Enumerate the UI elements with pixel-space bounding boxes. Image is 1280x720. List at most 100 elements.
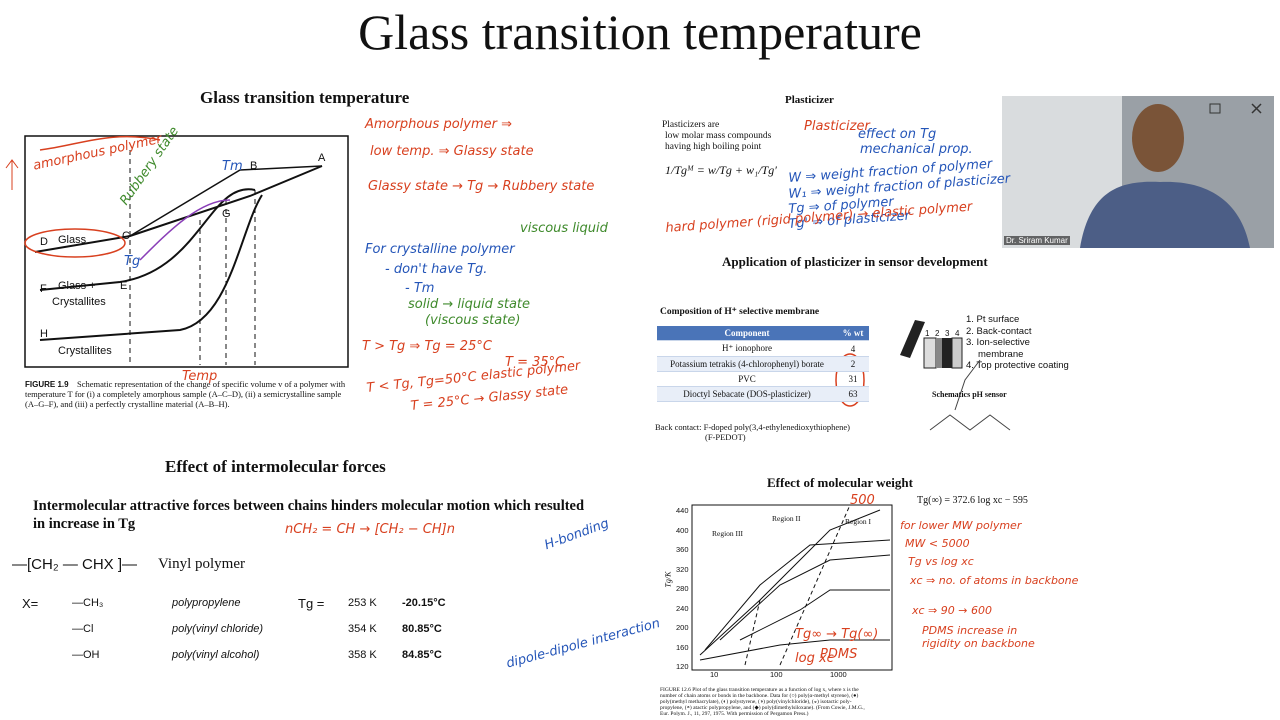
- cell: 4: [837, 340, 869, 357]
- panel-heading: Effect of intermolecular forces: [165, 457, 386, 476]
- handwritten-note: Amorphous polymer ⇒: [365, 117, 512, 132]
- cell: Dioctyl Sebacate (DOS-plasticizer): [657, 386, 837, 402]
- y-tick-label: 320: [676, 564, 689, 574]
- handwritten-note: low temp. ⇒ Glassy state: [370, 144, 534, 159]
- figure-label: H: [40, 328, 48, 340]
- electrode: [900, 320, 925, 358]
- header-row: Component% wt: [657, 326, 869, 341]
- series-line: [699, 509, 881, 656]
- figure-label: Crystallites: [52, 296, 106, 308]
- region-label: Region III: [712, 529, 744, 538]
- handwritten-note: Plasticizer: [804, 119, 870, 134]
- curve: [39, 194, 263, 341]
- molecule: [929, 359, 1011, 431]
- restore-button[interactable]: [1209, 103, 1221, 114]
- presenter-head: [1132, 104, 1184, 172]
- caption: Schematic representation of the change o…: [25, 379, 346, 409]
- figure-label: A: [318, 152, 326, 164]
- layer-number: 2: [935, 329, 940, 338]
- row: Dioctyl Sebacate (DOS-plasticizer) 63: [657, 386, 869, 402]
- y-tick-label: 240: [676, 603, 689, 613]
- y-tick-label: 120: [676, 662, 689, 671]
- panel-heading: Plasticizer: [785, 94, 834, 106]
- body-text: Intermolecular attractive forces between…: [33, 498, 585, 533]
- region-divider: [744, 504, 851, 666]
- layer-item: 2. Back-contact: [966, 325, 1032, 337]
- layer: [942, 338, 952, 368]
- group: —OH: [72, 649, 100, 661]
- handwritten-note: Tg∞ → Tg(∞): [795, 627, 879, 642]
- y-tick-label: 360: [676, 545, 689, 554]
- presenter-name: Dr. Sriram Kumar: [1004, 236, 1070, 246]
- bullet: having high boiling point: [665, 142, 762, 152]
- layer-item: membrane: [978, 348, 1024, 360]
- x-tick-label: 100: [770, 670, 783, 679]
- handwritten-note: nCH₂ = CH → [CH₂ − CH]n: [285, 522, 455, 537]
- schematic-label: Schematics pH sensor: [932, 390, 1007, 399]
- layer-number: 4: [955, 329, 960, 338]
- caption-label: FIGURE 1.9: [25, 380, 69, 389]
- cell: PVC: [657, 371, 837, 387]
- figure-label: C: [122, 230, 130, 242]
- figure-label: F: [40, 283, 47, 295]
- tg-kelvin: 358 K: [348, 649, 377, 661]
- y-tick-label: 200: [676, 623, 689, 632]
- group: —CH₃: [72, 597, 104, 609]
- tg-label: Tg =: [298, 596, 325, 611]
- polymer: poly(vinyl alcohol): [172, 649, 260, 661]
- chart-frame: [691, 504, 893, 671]
- composition-table: Component% wt H⁺ ionophore 4 Potassium tetr…: [657, 326, 869, 402]
- ink: [24, 228, 126, 258]
- handwritten-note: log xc: [795, 651, 834, 666]
- layer: [936, 338, 942, 368]
- handwritten-note: MW < 5000: [905, 537, 970, 550]
- series-line: [739, 589, 890, 641]
- panel-heading: Glass transition temperature: [200, 88, 410, 107]
- x-tick-label: 1000: [830, 670, 847, 679]
- series-line: [719, 554, 891, 641]
- curve: [129, 165, 323, 237]
- x-tick-label: 10: [710, 670, 719, 679]
- layer-item: 4. Top protective coating: [966, 360, 1069, 371]
- region-label: Region I: [845, 517, 872, 526]
- figure-label: Crystallites: [58, 345, 112, 357]
- handwritten-note: for lower MW polymer: [900, 519, 1022, 532]
- column-header: % wt: [837, 326, 869, 341]
- region-label: Region II: [772, 514, 801, 523]
- row: H⁺ ionophore 4: [657, 340, 869, 357]
- ink: [5, 159, 19, 190]
- axis-label: Tg/K: [663, 571, 673, 588]
- handwritten-note: For crystalline polymer: [365, 242, 515, 257]
- handwritten-note: viscous liquid: [520, 221, 608, 236]
- row: Potassium tetrakis (4-chlorophenyl) bora…: [657, 356, 869, 372]
- y-tick-label: 160: [676, 642, 689, 652]
- handwritten-note: (viscous state): [425, 313, 521, 328]
- cell: H⁺ ionophore: [657, 340, 837, 357]
- close-button[interactable]: [1251, 103, 1262, 114]
- handwritten-note: effect on Tg: [858, 127, 937, 142]
- ink: [39, 135, 161, 151]
- handwritten-note: xc ⇒ no. of atoms in backbone: [910, 574, 1079, 587]
- y-tick-label: 400: [676, 525, 689, 535]
- y-tick-label: 440: [676, 506, 689, 515]
- back-contact: Back contact: F-doped poly(3,4-ethylened…: [655, 422, 850, 432]
- bullet: low molar mass compounds: [665, 131, 772, 141]
- cell: Potassium tetrakis (4-chlorophenyl) bora…: [657, 356, 837, 372]
- x-label: X=: [22, 596, 39, 611]
- handwritten-note: 500: [850, 493, 875, 508]
- cell: 2: [837, 356, 869, 372]
- tg-celsius: -20.15°C: [402, 597, 446, 609]
- layer-item: 3. Ion-selective: [966, 337, 1030, 348]
- tg-kelvin: 253 K: [348, 597, 377, 609]
- layer-number: 3: [945, 329, 950, 338]
- handwritten-note: xc ⇒ 90 → 600: [912, 604, 992, 617]
- handwritten-note: T > Tg ⇒ Tg = 25°C: [362, 339, 492, 354]
- panel-heading: Effect of molecular weight: [767, 475, 913, 490]
- handwritten-note: Tm: [222, 159, 243, 174]
- handwritten-note: - don't have Tg.: [385, 262, 488, 277]
- curve: [39, 188, 256, 291]
- formula-label: Vinyl polymer: [158, 556, 246, 572]
- series-line: [699, 639, 890, 661]
